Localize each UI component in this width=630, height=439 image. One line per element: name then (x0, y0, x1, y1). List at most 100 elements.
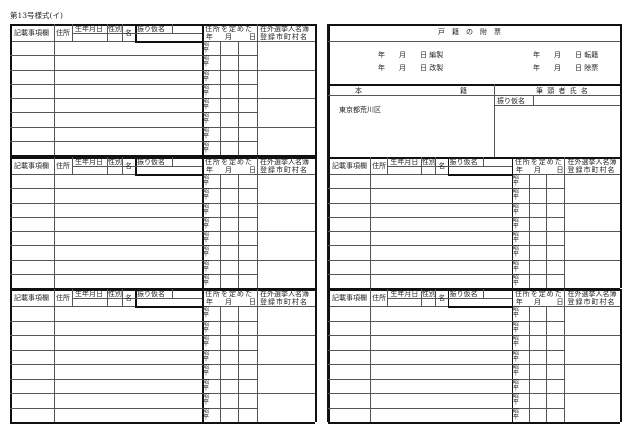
grid-line (257, 335, 315, 336)
grid-line (10, 55, 54, 57)
grid-line (54, 55, 202, 57)
grid-line (328, 245, 371, 247)
grid-line (620, 24, 622, 157)
grid-line (482, 297, 512, 299)
grid-line (54, 216, 202, 218)
grid-line (482, 165, 512, 167)
grid-line (328, 157, 620, 159)
grid-line (54, 407, 202, 409)
header-address: 住所 (56, 162, 70, 170)
header-overseas: 在外選挙人名簿 (260, 158, 309, 166)
grid-line (370, 202, 512, 204)
era-label: 昭平 (203, 216, 210, 230)
header-address: 住所 (372, 162, 387, 170)
grid-line (202, 378, 257, 380)
era-label: 昭平 (512, 259, 519, 273)
era-label: 昭平 (203, 335, 210, 348)
grid-line (620, 157, 622, 288)
grid-line (620, 289, 622, 422)
grid-line (54, 202, 202, 204)
header-name: 名 (438, 294, 446, 302)
cover-title: 戸 籍 の 附 票 (438, 28, 501, 36)
header-address-set: 住所を定めた (205, 25, 253, 33)
era-label: 昭平 (203, 349, 210, 363)
grid-line (10, 288, 315, 290)
grid-line (257, 98, 315, 99)
era-label: 昭平 (203, 112, 210, 126)
grid-line (202, 140, 257, 142)
grid-line (202, 83, 257, 85)
grid-line (328, 335, 371, 336)
era-label: 昭平 (203, 407, 210, 421)
grid-line (257, 259, 315, 261)
grid-line (257, 202, 315, 204)
header-sex: 性別 (421, 158, 436, 166)
header-sex: 性別 (108, 25, 122, 33)
header-record: 記載事項欄 (332, 294, 367, 302)
grid-line (511, 259, 565, 261)
grid-line (202, 364, 257, 365)
grid-line (328, 157, 330, 288)
grid-line (54, 157, 55, 174)
grid-line (202, 289, 204, 422)
grid-line (135, 306, 202, 308)
grid-line (328, 41, 620, 42)
grid-line (72, 297, 135, 299)
grid-line (370, 407, 512, 409)
grid-line (370, 245, 512, 247)
grid-line (257, 126, 315, 128)
grid-line (54, 364, 202, 365)
grid-line (202, 202, 257, 204)
era-label: 昭平 (203, 378, 210, 392)
header-sex: 性別 (108, 158, 122, 166)
grid-line (54, 140, 202, 142)
grid-line (328, 289, 620, 291)
grid-line (328, 231, 371, 232)
grid-line (328, 393, 371, 394)
header-month: 月 (225, 298, 232, 306)
grid-line (10, 126, 54, 128)
grid-line (171, 297, 202, 299)
header-address: 住所 (372, 294, 387, 302)
era-label: 昭平 (512, 393, 519, 406)
era-label: 昭平 (512, 216, 519, 230)
era-label: 昭平 (203, 188, 210, 202)
grid-line (202, 55, 257, 57)
grid-line (511, 157, 514, 288)
grid-line (10, 349, 54, 351)
grid-line (370, 335, 512, 336)
grid-line (202, 335, 257, 336)
header-month: 月 (534, 166, 542, 174)
header-day: 日 (249, 166, 256, 174)
grid-line (511, 245, 565, 247)
grid-line (257, 393, 315, 394)
header-sex: 性別 (421, 290, 436, 298)
grid-line (370, 320, 512, 322)
header-overseas-city: 登録市町村名 (567, 298, 616, 306)
grid-line (54, 289, 55, 306)
grid-line (171, 157, 173, 166)
grid-line (10, 422, 315, 424)
era-label: 昭平 (203, 202, 210, 216)
grid-line (54, 273, 202, 275)
grid-line (511, 349, 565, 351)
grid-line (328, 364, 371, 365)
header-overseas-city: 登録市町村名 (260, 33, 308, 41)
era-label: 昭平 (512, 378, 519, 392)
header-sex: 性別 (108, 290, 122, 298)
grid-line (54, 112, 202, 114)
grid-line (54, 393, 202, 394)
header-name: 名 (125, 162, 132, 170)
grid-line (135, 174, 202, 176)
header-day: 日 (556, 298, 564, 306)
grid-line (54, 24, 55, 41)
era-label: 昭平 (512, 188, 519, 202)
grid-line (447, 174, 512, 176)
grid-line (564, 364, 620, 365)
grid-line (447, 306, 512, 308)
grid-line (564, 157, 566, 174)
grid-line (202, 320, 257, 322)
grid-line (257, 231, 315, 232)
era-label: 昭平 (203, 140, 210, 154)
grid-line (370, 231, 512, 232)
